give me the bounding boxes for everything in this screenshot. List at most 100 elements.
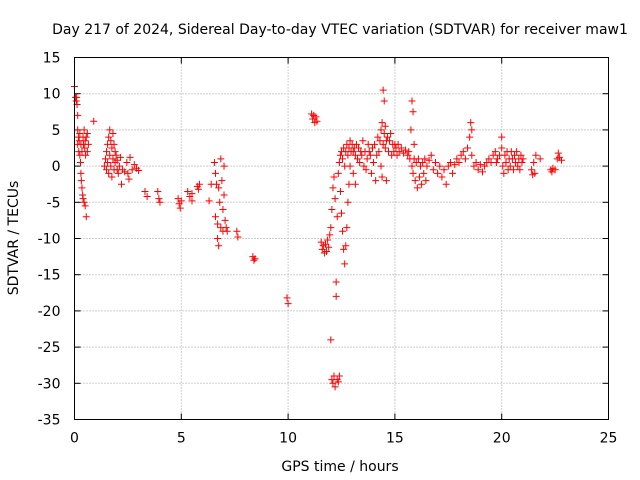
data-point (468, 151, 476, 159)
data-point (511, 151, 519, 159)
data-point (381, 122, 389, 130)
data-point (377, 162, 385, 170)
data-point (408, 162, 416, 170)
data-point (76, 130, 84, 138)
data-point (333, 213, 341, 221)
data-point (346, 137, 354, 145)
data-point (115, 162, 123, 170)
data-point (219, 206, 227, 214)
data-point (536, 155, 544, 163)
data-point (499, 162, 507, 170)
data-point (318, 245, 326, 253)
data-point (128, 166, 136, 174)
data-point (512, 158, 520, 166)
data-point (325, 243, 333, 251)
data-point (81, 144, 89, 152)
data-point (360, 162, 368, 170)
data-point (106, 126, 114, 134)
x-tick-label: 20 (493, 431, 511, 447)
data-point (154, 187, 162, 195)
data-point (114, 169, 122, 177)
data-point (409, 108, 417, 116)
data-point (135, 166, 143, 174)
data-point (434, 169, 442, 177)
y-tick-label: -35 (38, 413, 61, 429)
data-point (377, 126, 385, 134)
data-point (491, 148, 499, 156)
data-point (367, 169, 375, 177)
data-point (327, 224, 335, 232)
data-point (77, 169, 85, 177)
data-point (365, 148, 373, 156)
data-point (455, 158, 463, 166)
data-point (123, 158, 131, 166)
data-point (413, 184, 421, 192)
data-point (418, 180, 426, 188)
data-point (502, 158, 510, 166)
data-point (74, 111, 82, 119)
data-point (125, 175, 133, 183)
data-point (378, 173, 386, 181)
data-point (329, 184, 337, 192)
data-point (372, 177, 380, 185)
data-point (376, 137, 384, 145)
data-point (323, 248, 331, 256)
data-point (211, 169, 219, 177)
y-tick-label: 0 (52, 159, 61, 175)
data-point (342, 242, 350, 250)
data-point (339, 227, 347, 235)
data-point (407, 126, 415, 134)
data-point (362, 166, 370, 174)
data-point (105, 133, 113, 141)
data-point (405, 148, 413, 156)
data-point (81, 137, 89, 145)
data-point (83, 148, 91, 156)
data-point (116, 153, 124, 161)
data-point (354, 155, 362, 163)
data-point (414, 155, 422, 163)
data-point (176, 204, 184, 212)
data-point (368, 144, 376, 152)
data-point (250, 256, 258, 264)
x-tick-label: 25 (600, 431, 618, 447)
data-point (335, 372, 343, 380)
data-point (380, 97, 388, 105)
data-point (205, 197, 213, 205)
data-point (356, 158, 364, 166)
data-point (106, 151, 114, 159)
data-point (363, 155, 371, 163)
data-point (531, 169, 539, 177)
x-tick-label: 15 (386, 431, 404, 447)
y-tick-label: -25 (38, 340, 61, 356)
data-point (141, 187, 149, 195)
data-point (332, 278, 340, 286)
data-point (82, 213, 90, 221)
data-point (425, 156, 433, 164)
data-point (551, 166, 559, 174)
y-tick-label: -15 (38, 268, 61, 284)
data-point (218, 177, 226, 185)
data-point (105, 169, 113, 177)
data-point (509, 166, 517, 174)
chart-title: Day 217 of 2024, Sidereal Day-to-day VTE… (52, 22, 628, 38)
data-point (461, 155, 469, 163)
y-tick-label: 15 (43, 51, 61, 67)
data-point (344, 198, 352, 206)
data-point (195, 180, 203, 188)
data-point (117, 180, 125, 188)
data-point (213, 180, 221, 188)
data-point (344, 151, 352, 159)
data-point (81, 202, 89, 210)
data-point (194, 185, 202, 193)
data-point (457, 151, 465, 159)
data-point (104, 158, 112, 166)
data-point (500, 169, 508, 177)
data-point (343, 224, 351, 232)
data-point (80, 198, 88, 206)
data-point (519, 155, 527, 163)
y-tick-label: -10 (38, 232, 61, 248)
data-point (109, 155, 117, 163)
data-point (251, 255, 259, 263)
data-point (155, 195, 163, 203)
data-point (472, 158, 480, 166)
